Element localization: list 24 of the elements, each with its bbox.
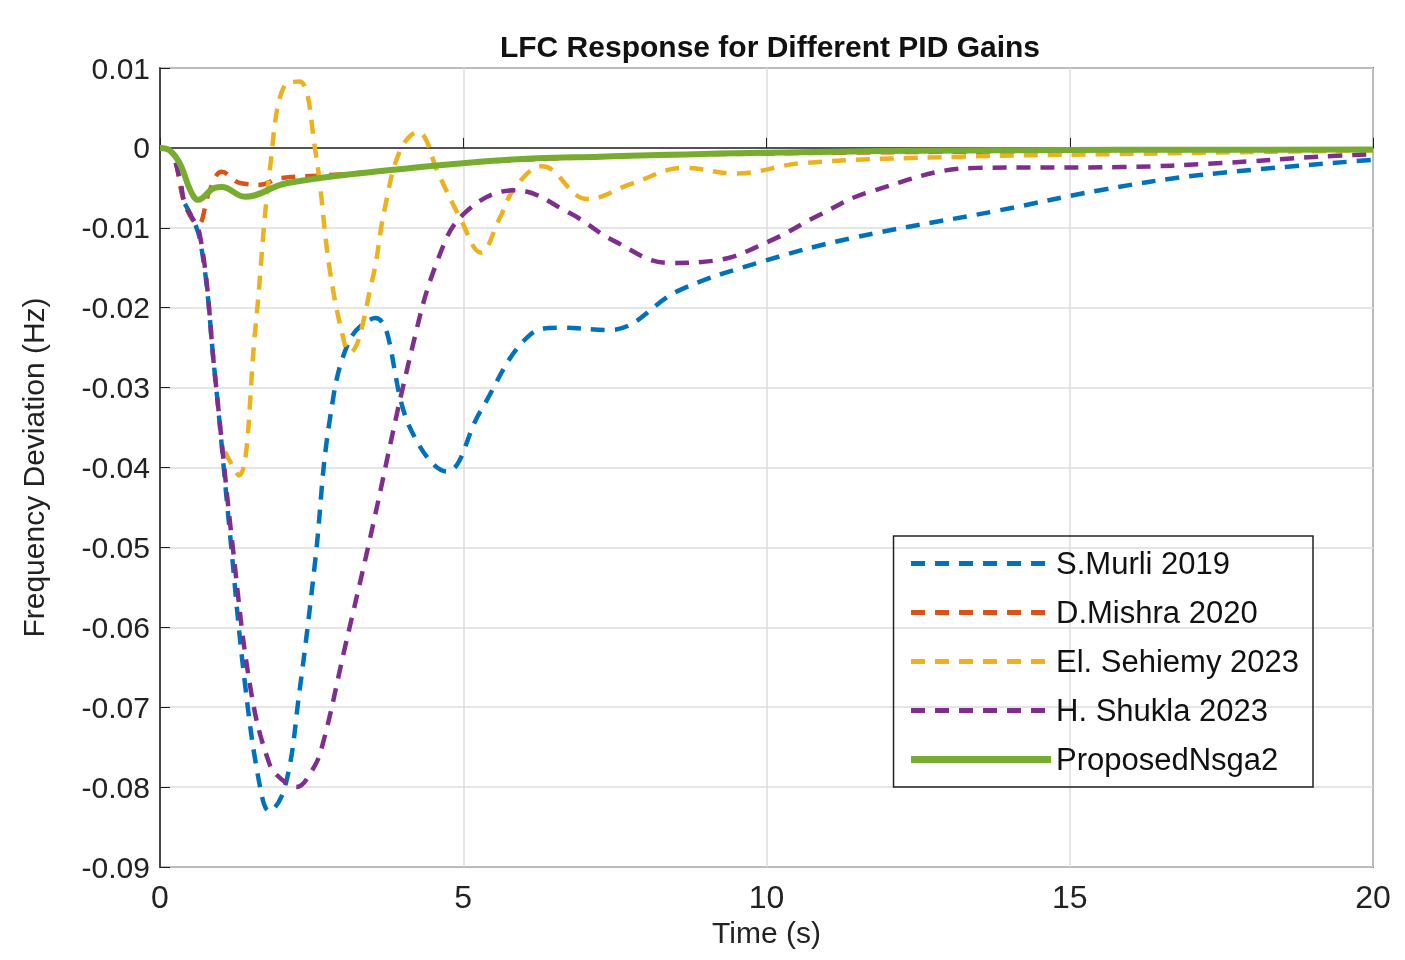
y-tick-label: -0.05 [81, 530, 150, 564]
y-tick-label: -0.08 [81, 770, 150, 804]
chart-title: LFC Response for Different PID Gains [499, 29, 1041, 63]
line-series [222, 79, 1376, 478]
legend-label: ProposedNsga2 [1056, 742, 1279, 777]
x-tick-label: 15 [1051, 879, 1088, 915]
legend-label: D.Mishra 2020 [1056, 595, 1258, 630]
y-tick-label: 0 [133, 131, 150, 165]
legend-label: El. Sehiemy 2023 [1056, 644, 1300, 679]
y-tick-label: -0.02 [81, 291, 150, 325]
y-tick-label: -0.01 [81, 211, 150, 245]
legend-label: H. Shukla 2023 [1056, 693, 1269, 728]
y-tick-label: -0.04 [81, 451, 150, 484]
x-tick-label: 20 [1355, 879, 1391, 915]
y-tick-label: -0.06 [81, 610, 150, 644]
legend-label: S.Murli 2019 [1056, 546, 1231, 581]
y-tick-label: -0.07 [81, 690, 150, 724]
y-axis-title: Frequency Deviation (Hz) [16, 297, 50, 638]
x-tick-label: 5 [454, 879, 473, 915]
x-axis-title: Time (s) [712, 916, 821, 950]
y-tick-label: -0.09 [81, 850, 150, 884]
y-tick-label: -0.03 [81, 371, 150, 405]
x-tick-label: 10 [748, 879, 785, 915]
y-tick-label: 0.01 [91, 51, 150, 85]
